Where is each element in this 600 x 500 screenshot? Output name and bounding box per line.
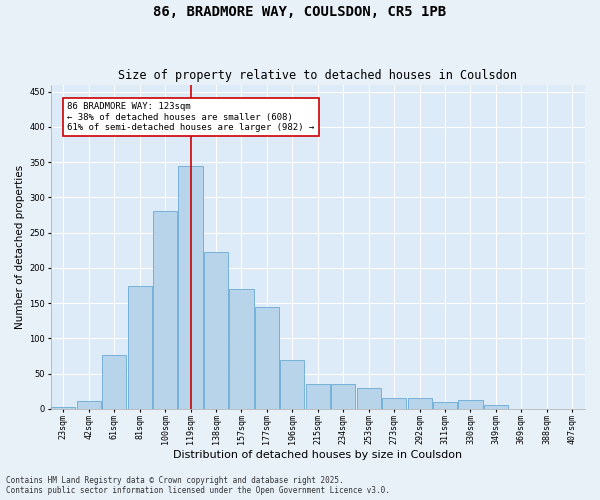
Bar xyxy=(382,398,406,409)
Bar xyxy=(102,356,127,409)
Title: Size of property relative to detached houses in Coulsdon: Size of property relative to detached ho… xyxy=(118,69,517,82)
Bar xyxy=(255,306,279,409)
Text: Contains HM Land Registry data © Crown copyright and database right 2025.
Contai: Contains HM Land Registry data © Crown c… xyxy=(6,476,390,495)
Bar xyxy=(153,212,177,409)
Bar xyxy=(204,252,228,409)
Bar xyxy=(484,404,508,409)
Bar xyxy=(407,398,431,409)
Bar xyxy=(178,166,203,409)
Bar xyxy=(128,286,152,409)
Text: 86, BRADMORE WAY, COULSDON, CR5 1PB: 86, BRADMORE WAY, COULSDON, CR5 1PB xyxy=(154,5,446,19)
X-axis label: Distribution of detached houses by size in Coulsdon: Distribution of detached houses by size … xyxy=(173,450,463,460)
Bar xyxy=(458,400,482,409)
Text: 86 BRADMORE WAY: 123sqm
← 38% of detached houses are smaller (608)
61% of semi-d: 86 BRADMORE WAY: 123sqm ← 38% of detache… xyxy=(67,102,314,132)
Bar xyxy=(306,384,330,409)
Bar xyxy=(51,408,76,409)
Bar xyxy=(229,289,254,409)
Bar xyxy=(77,401,101,409)
Y-axis label: Number of detached properties: Number of detached properties xyxy=(15,164,25,329)
Bar xyxy=(331,384,355,409)
Bar xyxy=(280,360,304,409)
Bar xyxy=(356,388,381,409)
Bar xyxy=(433,402,457,409)
